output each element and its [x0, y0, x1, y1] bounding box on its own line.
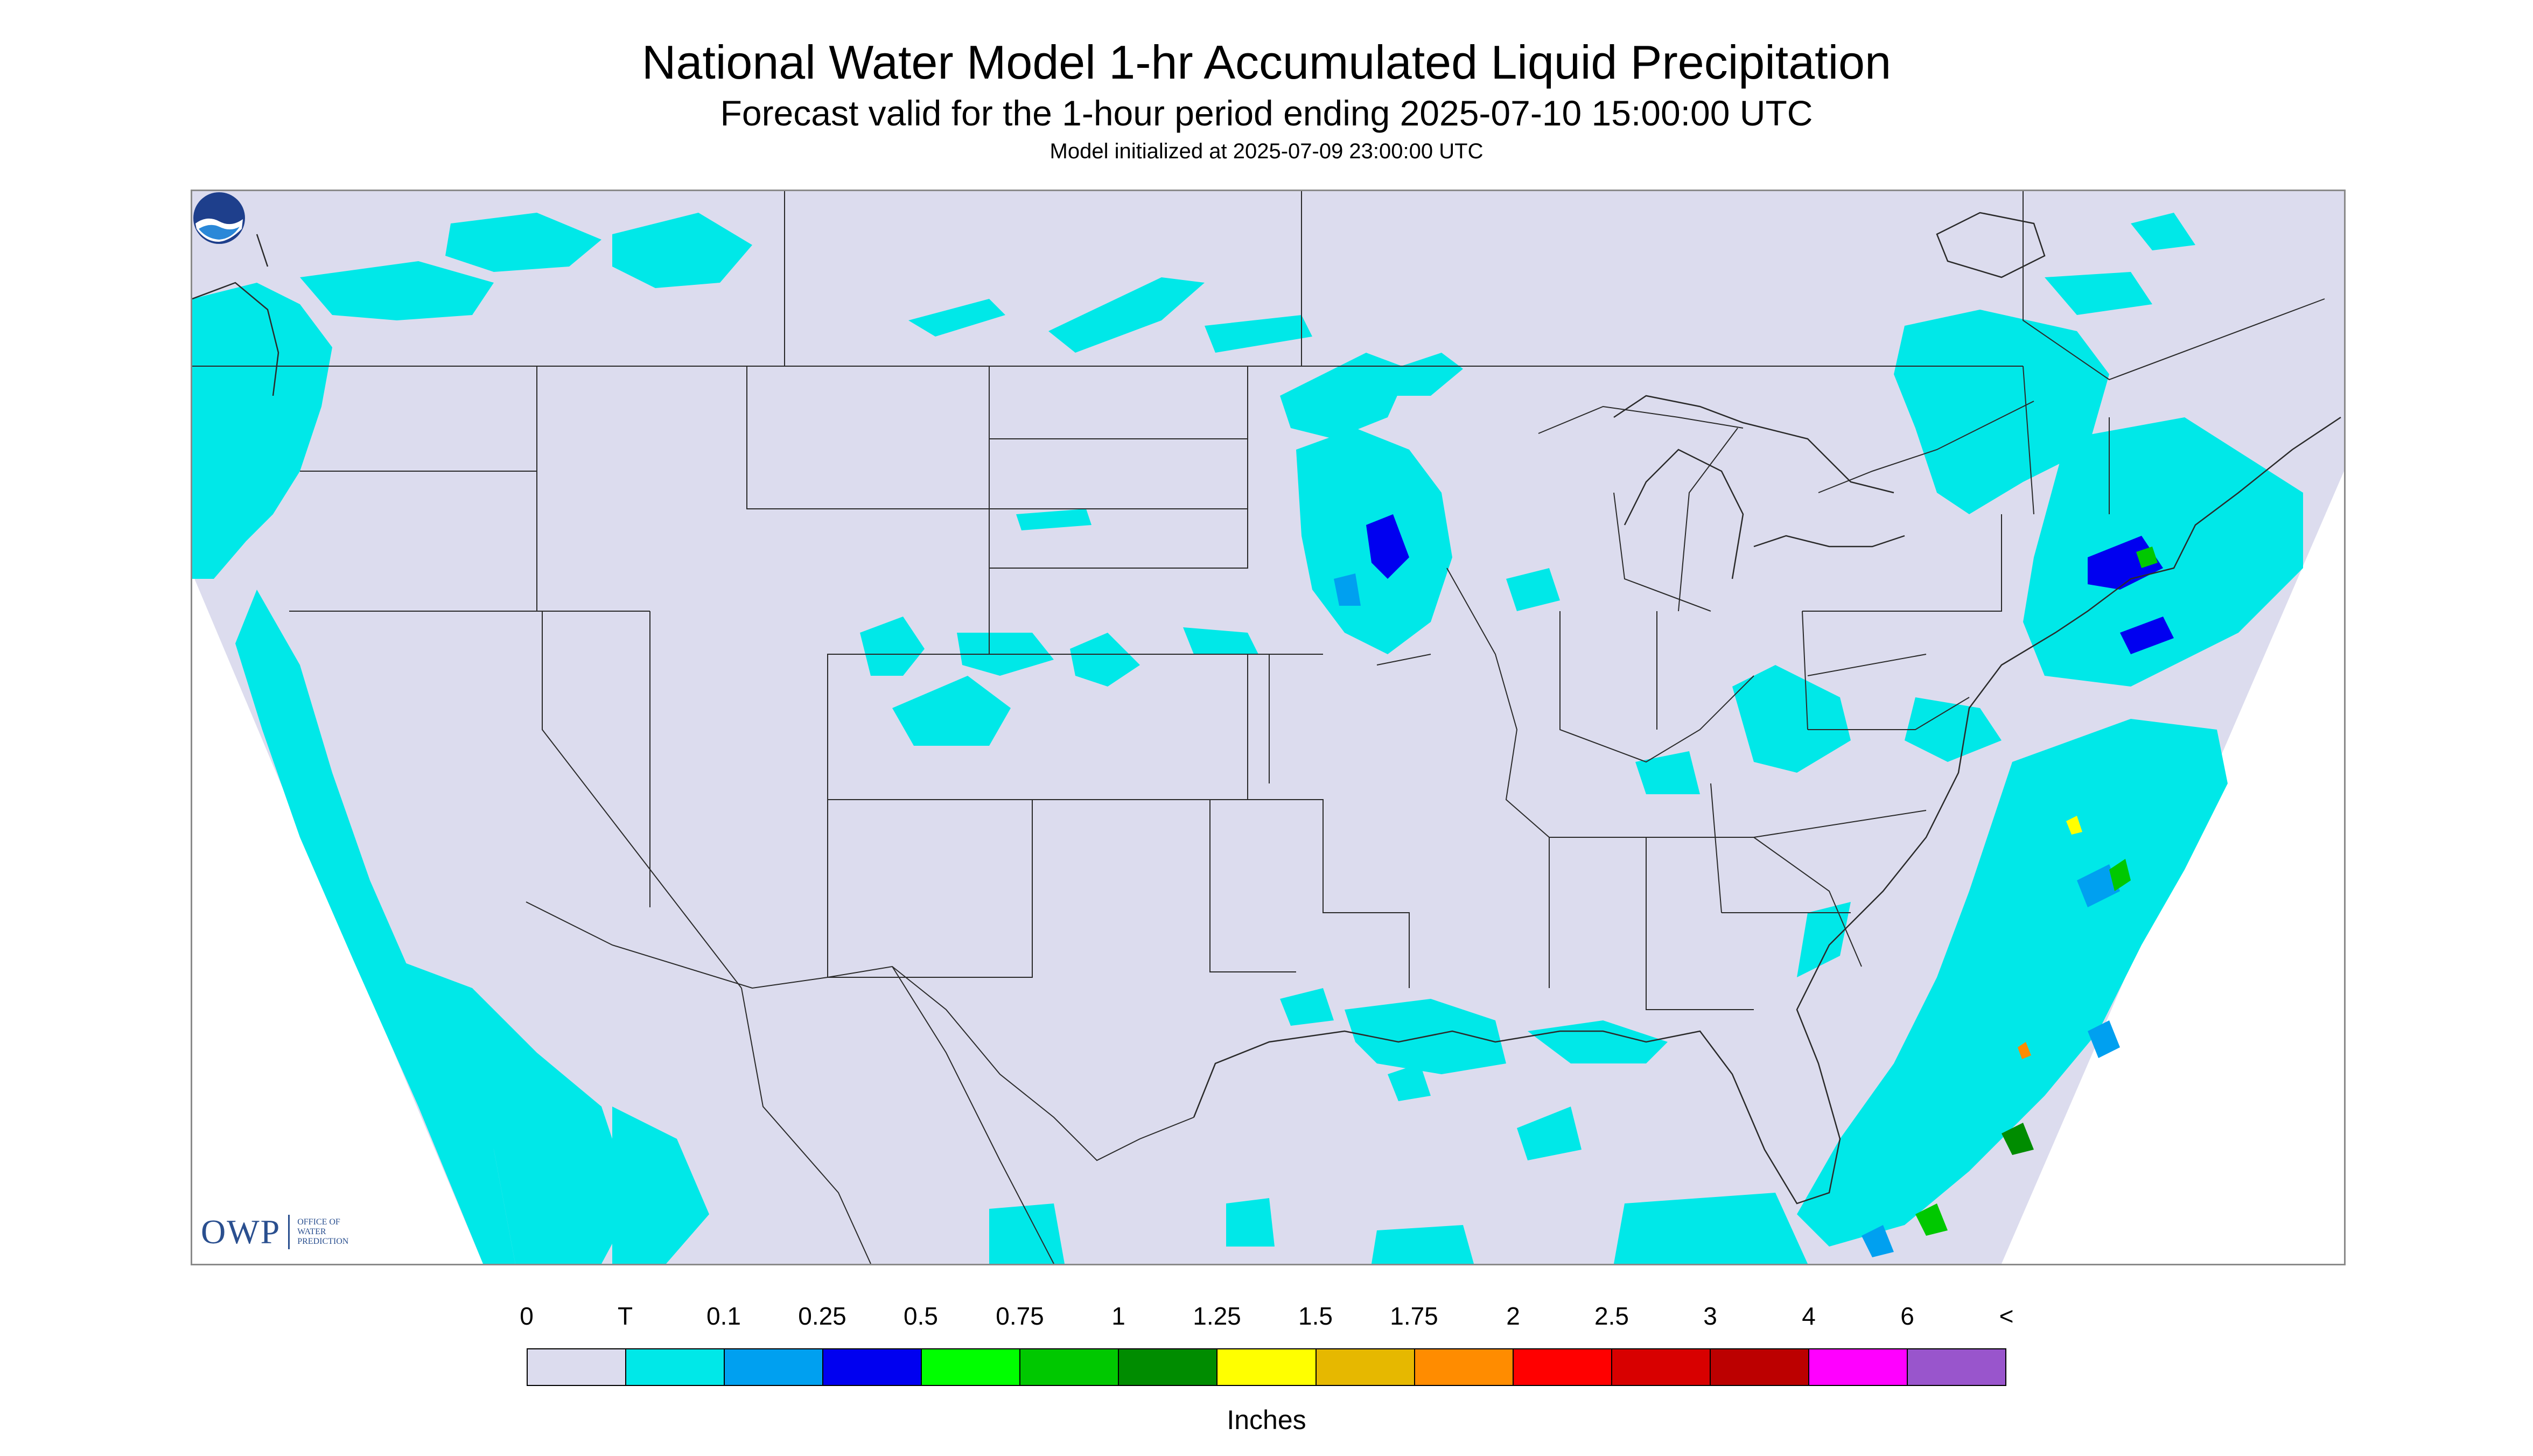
legend-swatch: [725, 1349, 824, 1385]
legend-swatch: [823, 1349, 922, 1385]
legend-tick-label: 4: [1802, 1302, 1816, 1330]
precipitation-color-legend: [527, 1348, 2006, 1386]
legend-swatch: [1415, 1349, 1514, 1385]
legend-tick-label: 0.1: [706, 1302, 741, 1330]
state-boundaries: [192, 191, 2325, 1010]
owp-logo: OWP OFFICE OF WATER PREDICTION: [201, 1212, 348, 1252]
legend-tick-label: 0: [520, 1302, 534, 1330]
legend-tick-label: 0.75: [996, 1302, 1044, 1330]
legend-tick-label: 2: [1506, 1302, 1520, 1330]
map-title: National Water Model 1-hr Accumulated Li…: [641, 36, 1892, 89]
model-init-label: Model initialized at 2025-07-09 23:00:00…: [1049, 139, 1484, 163]
model-domain: [192, 191, 2344, 1264]
precip-trace-areas: [192, 213, 2303, 1264]
legend-tick-label: 0.25: [798, 1302, 846, 1330]
owp-logo-text: OWP: [201, 1213, 281, 1251]
mexico-boundary: [526, 901, 1194, 1264]
legend-swatch: [1316, 1349, 1415, 1385]
legend-tick-label: 1: [1111, 1302, 1125, 1330]
coastlines: [192, 212, 2341, 1205]
legend-swatch: [1020, 1349, 1119, 1385]
legend-swatch: [626, 1349, 725, 1385]
legend-units-label: Inches: [1227, 1405, 1306, 1435]
legend-tick-label: T: [617, 1302, 633, 1330]
legend-tick-label: 1.75: [1390, 1302, 1438, 1330]
legend-tick-label: 1.25: [1193, 1302, 1241, 1330]
legend-swatch: [1809, 1349, 1908, 1385]
legend-swatch: [1513, 1349, 1612, 1385]
forecast-valid-subtitle: Forecast valid for the 1-hour period end…: [720, 93, 1813, 133]
legend-swatch: [1119, 1349, 1218, 1385]
legend-tick-label: 6: [1900, 1302, 1914, 1330]
noaa-logo-icon: [193, 192, 245, 244]
legend-swatch: [1612, 1349, 1711, 1385]
legend-tick-label: 3: [1703, 1302, 1717, 1330]
owp-logo-divider: [288, 1215, 290, 1249]
legend-swatch: [922, 1349, 1021, 1385]
owp-logo-subtext: OFFICE OF WATER PREDICTION: [297, 1217, 349, 1246]
precipitation-map: OWP OFFICE OF WATER PREDICTION: [191, 190, 2346, 1265]
legend-swatch: [1907, 1349, 2005, 1385]
legend-tick-label: 0.5: [904, 1302, 938, 1330]
legend-swatch: [528, 1349, 627, 1385]
legend-tick-label: 2.5: [1594, 1302, 1629, 1330]
legend-tick-label: 1.5: [1298, 1302, 1333, 1330]
legend-swatch: [1217, 1349, 1317, 1385]
legend-tick-label: <: [1999, 1302, 2014, 1330]
legend-swatch: [1710, 1349, 1809, 1385]
